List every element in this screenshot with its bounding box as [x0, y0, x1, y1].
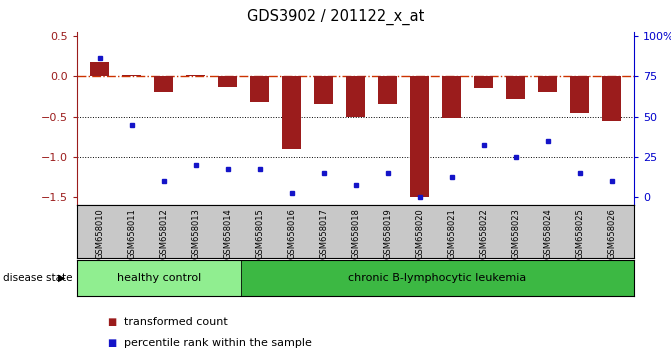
Text: percentile rank within the sample: percentile rank within the sample	[124, 338, 312, 348]
Bar	[410, 76, 429, 197]
Bar	[282, 76, 301, 149]
Text: GSM658022: GSM658022	[479, 208, 488, 259]
Text: GSM658016: GSM658016	[287, 208, 296, 259]
Bar	[186, 75, 205, 76]
Text: GSM658010: GSM658010	[95, 208, 104, 259]
Text: GSM658023: GSM658023	[511, 208, 520, 259]
Text: GSM658019: GSM658019	[383, 208, 392, 259]
Text: GSM658021: GSM658021	[447, 208, 456, 259]
Bar	[346, 76, 365, 116]
Text: GSM658018: GSM658018	[351, 208, 360, 259]
Bar	[218, 76, 238, 87]
Bar	[90, 62, 109, 76]
Bar	[474, 76, 493, 88]
Bar	[570, 76, 589, 113]
Bar	[241, 260, 634, 296]
Bar	[602, 76, 621, 121]
Text: GSM658013: GSM658013	[191, 208, 200, 259]
Text: GSM658014: GSM658014	[223, 208, 232, 259]
Bar	[538, 76, 558, 92]
Bar	[506, 76, 525, 99]
Text: ■: ■	[107, 317, 117, 327]
Text: ■: ■	[107, 338, 117, 348]
Text: GSM658025: GSM658025	[575, 208, 584, 259]
Bar	[77, 260, 241, 296]
Text: GSM658026: GSM658026	[607, 208, 616, 259]
Text: GSM658020: GSM658020	[415, 208, 424, 259]
Text: transformed count: transformed count	[124, 317, 228, 327]
Bar	[250, 76, 269, 102]
Text: GSM658011: GSM658011	[127, 208, 136, 259]
Bar	[314, 76, 333, 104]
Text: disease state: disease state	[3, 273, 73, 283]
Text: chronic B-lymphocytic leukemia: chronic B-lymphocytic leukemia	[348, 273, 527, 283]
Text: GDS3902 / 201122_x_at: GDS3902 / 201122_x_at	[247, 9, 424, 25]
Bar	[154, 76, 173, 92]
Text: GSM658015: GSM658015	[255, 208, 264, 259]
Text: GSM658024: GSM658024	[544, 208, 552, 259]
Bar	[122, 75, 141, 76]
Text: ▶: ▶	[58, 273, 66, 283]
Text: healthy control: healthy control	[117, 273, 201, 283]
Bar	[378, 76, 397, 104]
Text: GSM658017: GSM658017	[319, 208, 328, 259]
Bar	[442, 76, 461, 118]
Text: GSM658012: GSM658012	[159, 208, 168, 259]
